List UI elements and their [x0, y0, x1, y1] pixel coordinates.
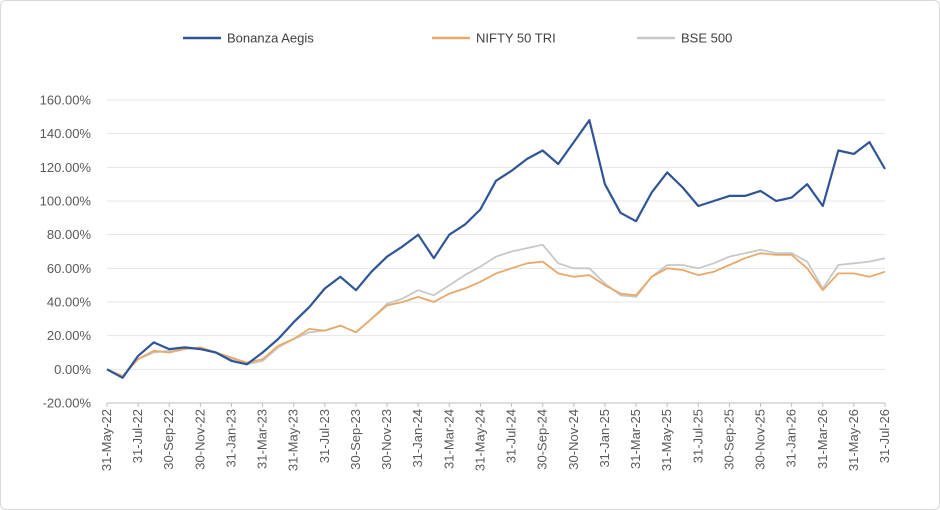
x-tick-label: 31-Mar-26	[815, 409, 830, 469]
x-tick-label: 31-May-24	[472, 409, 487, 471]
y-tick-label: 160.00%	[40, 93, 92, 108]
x-tick-label: 31-Jan-24	[410, 409, 425, 468]
x-tick-label: 31-May-22	[99, 409, 114, 471]
x-tick-label: 31-May-26	[846, 409, 861, 471]
legend-label: NIFTY 50 TRI	[476, 31, 556, 46]
x-axis: 31-May-22 31-Jul-22 30-Sep-22 30-Nov-22 31-J…	[99, 402, 892, 471]
x-tick-label: 30-Sep-23	[348, 409, 363, 470]
y-tick-label: 40.00%	[47, 295, 92, 310]
y-tick-label: -20.00%	[43, 396, 92, 411]
y-tick-label: 0.00%	[54, 362, 91, 377]
legend-label: BSE 500	[681, 31, 732, 46]
x-tick-label: 31-Mar-24	[441, 409, 456, 469]
y-tick-label: 100.00%	[40, 194, 92, 209]
y-tick-label: 140.00%	[40, 126, 92, 141]
x-tick-label: 30-Nov-23	[379, 409, 394, 470]
x-tick-label: 31-Jul-24	[504, 409, 519, 463]
x-tick-label: 31-Jul-26	[877, 409, 892, 463]
x-tick-label: 30-Sep-24	[535, 409, 550, 470]
series-line-bonanza-aegis	[106, 119, 886, 379]
x-tick-label: 31-Jul-23	[317, 409, 332, 463]
x-tick-label: 30-Sep-22	[161, 409, 176, 470]
x-tick-label: 31-Jan-26	[784, 409, 799, 468]
x-tick-label: 31-Jan-23	[223, 409, 238, 468]
y-tick-label: 120.00%	[40, 160, 92, 175]
x-tick-label: 31-Mar-25	[628, 409, 643, 469]
x-tick-label: 31-Jul-22	[130, 409, 145, 463]
y-tick-label: 60.00%	[47, 261, 92, 276]
y-tick-label: 20.00%	[47, 328, 92, 343]
x-tick-label: 30-Nov-25	[753, 409, 768, 470]
x-tick-label: 31-May-25	[659, 409, 674, 471]
grid-lines	[107, 99, 885, 404]
legend: Bonanza Aegis NIFTY 50 TRI BSE 500	[183, 31, 732, 46]
legend-label: Bonanza Aegis	[227, 31, 314, 46]
x-tick-label: 30-Sep-25	[721, 409, 736, 470]
x-tick-label: 31-Jul-25	[690, 409, 705, 463]
x-tick-label: 31-Jan-25	[597, 409, 612, 468]
y-axis-ticks: -20.00% 0.00% 20.00% 40.00% 60.00% 80.00% 100.…	[40, 93, 92, 411]
series-line-bse-500	[106, 243, 886, 378]
x-tick-label: 31-May-23	[286, 409, 301, 471]
series-line-nifty-50-tri	[106, 252, 886, 378]
y-tick-label: 80.00%	[47, 227, 92, 242]
series-lines	[106, 119, 886, 379]
x-tick-label: 31-Mar-23	[255, 409, 270, 469]
x-tick-label: 30-Nov-24	[566, 409, 581, 470]
x-tick-label: 30-Nov-22	[192, 409, 207, 470]
